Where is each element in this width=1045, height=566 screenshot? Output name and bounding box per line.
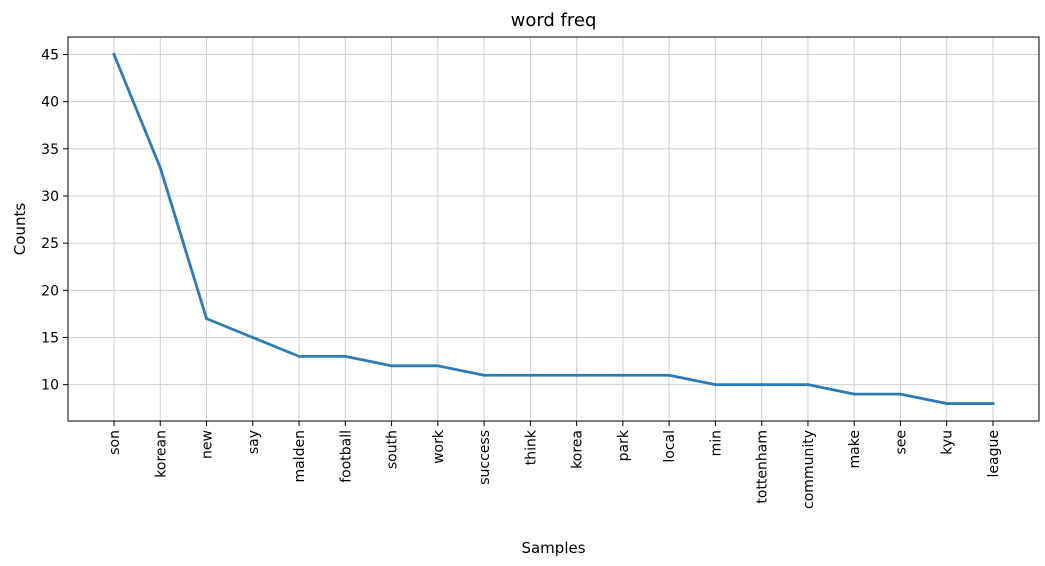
- x-tick-label-kyu: kyu: [940, 430, 956, 455]
- data-point-say: [251, 336, 255, 339]
- x-tick-label-see: see: [893, 430, 909, 455]
- series-line: [112, 52, 995, 405]
- x-axis-label: Samples: [521, 539, 585, 557]
- chart-title: word freq: [511, 10, 597, 31]
- data-point-local: [667, 373, 671, 377]
- series-layer: [112, 52, 995, 405]
- x-tick-label-park: park: [616, 429, 632, 461]
- data-point-tottenham: [760, 383, 764, 387]
- y-tick-label: 45: [41, 47, 59, 63]
- x-tick-label-league: league: [986, 430, 1002, 477]
- y-tick-label: 40: [41, 95, 59, 111]
- x-tick-label-korea: korea: [570, 430, 586, 469]
- grid-lines: [68, 37, 1039, 421]
- x-tick-label-min: min: [708, 430, 724, 456]
- x-axis-ticks: son korean new say malden football south work su…: [107, 421, 1002, 509]
- x-tick-label-local: local: [662, 430, 678, 463]
- x-tick-label-son: son: [107, 430, 123, 455]
- data-point-park: [621, 373, 625, 377]
- data-point-success: [482, 373, 486, 377]
- x-tick-label-malden: malden: [292, 430, 308, 482]
- data-point-south: [390, 364, 393, 368]
- plot-area-frame: [67, 36, 1040, 422]
- data-point-make: [852, 392, 856, 396]
- data-point-son: [112, 53, 116, 56]
- x-tick-label-new: new: [200, 430, 216, 459]
- y-tick-label: 35: [41, 142, 59, 158]
- y-tick-label: 25: [41, 236, 59, 252]
- data-point-korea: [575, 373, 579, 377]
- x-tick-label-say: say: [246, 430, 262, 454]
- data-point-kyu: [945, 402, 949, 405]
- y-tick-label: 15: [41, 331, 59, 347]
- x-tick-label-community: community: [801, 430, 817, 509]
- data-point-work: [436, 364, 440, 368]
- x-tick-label-football: football: [338, 430, 354, 483]
- data-point-new: [205, 317, 208, 321]
- data-point-community: [806, 383, 810, 387]
- data-point-malden: [297, 354, 301, 358]
- data-point-see: [899, 392, 902, 396]
- x-tick-label-think: think: [523, 429, 539, 465]
- y-axis-ticks: 10 15 20 25 30 35 40 45: [41, 47, 68, 394]
- x-tick-label-success: success: [477, 430, 493, 485]
- data-point-league: [991, 402, 995, 405]
- y-axis-label: Counts: [11, 203, 29, 256]
- y-tick-label: 10: [41, 378, 59, 394]
- x-tick-label-tottenham: tottenham: [755, 430, 771, 504]
- x-tick-label-korean: korean: [153, 430, 169, 478]
- data-point-football: [343, 354, 347, 358]
- data-point-min: [714, 383, 717, 387]
- x-tick-label-work: work: [431, 429, 447, 464]
- x-tick-label-south: south: [385, 430, 401, 469]
- x-tick-label-make: make: [847, 430, 863, 468]
- data-point-korean: [158, 166, 162, 170]
- y-tick-label: 20: [41, 283, 59, 299]
- y-tick-label: 30: [41, 189, 59, 205]
- data-point-think: [528, 373, 532, 377]
